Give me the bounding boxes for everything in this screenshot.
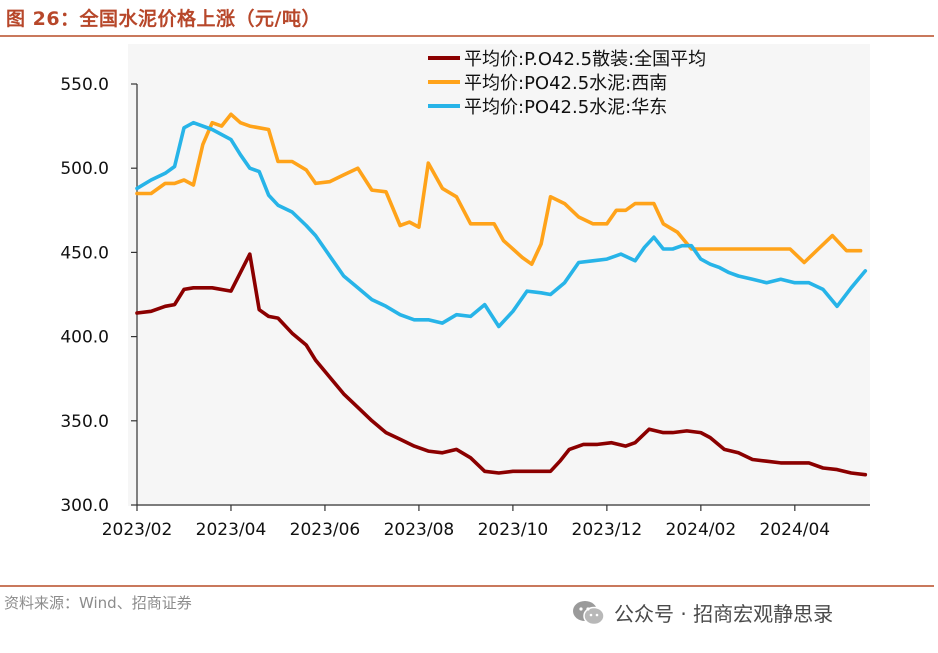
y-tick-label: 350.0 — [60, 412, 109, 432]
x-tick-label: 2023/12 — [572, 520, 643, 540]
watermark: 公众号 · 招商宏观静思录 — [572, 598, 833, 627]
x-tick-label: 2023/06 — [290, 520, 361, 540]
x-tick-label: 2023/08 — [384, 520, 455, 540]
x-tick-label: 2023/04 — [196, 520, 267, 540]
series-line-1 — [135, 252, 868, 477]
x-tick-label: 2024/02 — [666, 520, 737, 540]
legend: 平均价:P.O42.5散装:全国平均平均价:PO42.5水泥:西南平均价:PO4… — [428, 49, 706, 118]
legend-label-1: 平均价:P.O42.5散装:全国平均 — [464, 49, 706, 70]
series-line-2 — [135, 112, 863, 267]
y-tick-label: 450.0 — [60, 243, 109, 263]
series-group — [135, 112, 868, 477]
x-tick-label: 2023/10 — [478, 520, 549, 540]
wechat-icon — [573, 600, 605, 625]
y-tick-label: 400.0 — [60, 328, 109, 348]
legend-label-3: 平均价:PO42.5水泥:华东 — [464, 97, 667, 118]
y-tick-label: 300.0 — [60, 496, 109, 516]
y-tick-label: 500.0 — [60, 159, 109, 179]
y-tick-label: 550.0 — [60, 75, 109, 95]
title-rule — [0, 35, 934, 37]
axes: 300.0 350.0 400.0 450.0 500.0 550.0 2023/02 202… — [60, 75, 870, 540]
figure-title: 图 26：全国水泥价格上涨（元/吨） — [6, 8, 321, 30]
source-note: 资料来源：Wind、招商证券 — [4, 594, 192, 612]
source-rule — [0, 585, 934, 587]
x-tick-label: 2023/02 — [102, 520, 173, 540]
series-line-3 — [135, 120, 868, 329]
legend-label-2: 平均价:PO42.5水泥:西南 — [464, 73, 667, 94]
x-tick-label: 2024/04 — [760, 520, 831, 540]
watermark-text: 公众号 · 招商宏观静思录 — [614, 602, 834, 626]
